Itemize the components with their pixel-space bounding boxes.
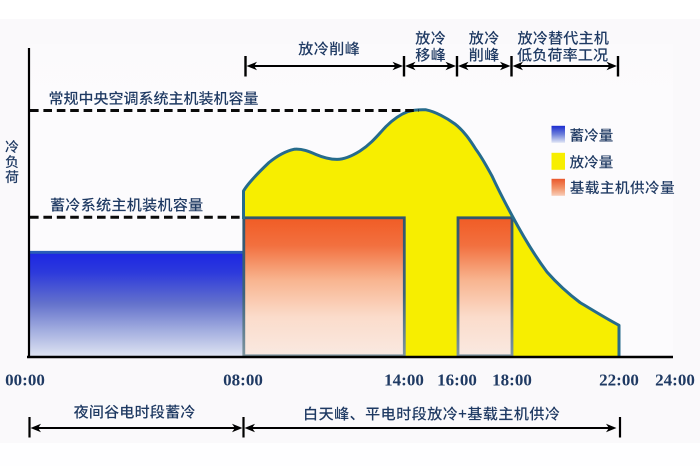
svg-text:24:00: 24:00 [655,371,695,390]
svg-text:00:00: 00:00 [5,371,45,390]
svg-text:16:00: 16:00 [437,371,477,390]
svg-text:08:00: 08:00 [223,371,263,390]
svg-text:14:00: 14:00 [384,371,424,390]
svg-text:18:00: 18:00 [492,371,532,390]
svg-text:22:00: 22:00 [599,371,639,390]
